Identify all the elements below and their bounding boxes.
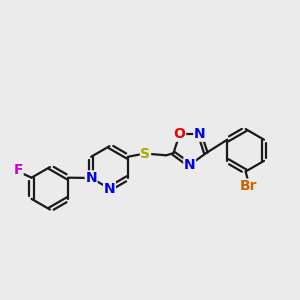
Text: S: S <box>140 147 151 161</box>
Text: N: N <box>194 127 206 141</box>
Text: N: N <box>104 182 115 196</box>
Text: F: F <box>14 163 23 177</box>
Text: N: N <box>85 171 97 185</box>
Text: N: N <box>184 158 196 172</box>
Text: O: O <box>174 127 186 141</box>
Text: Br: Br <box>240 179 257 193</box>
